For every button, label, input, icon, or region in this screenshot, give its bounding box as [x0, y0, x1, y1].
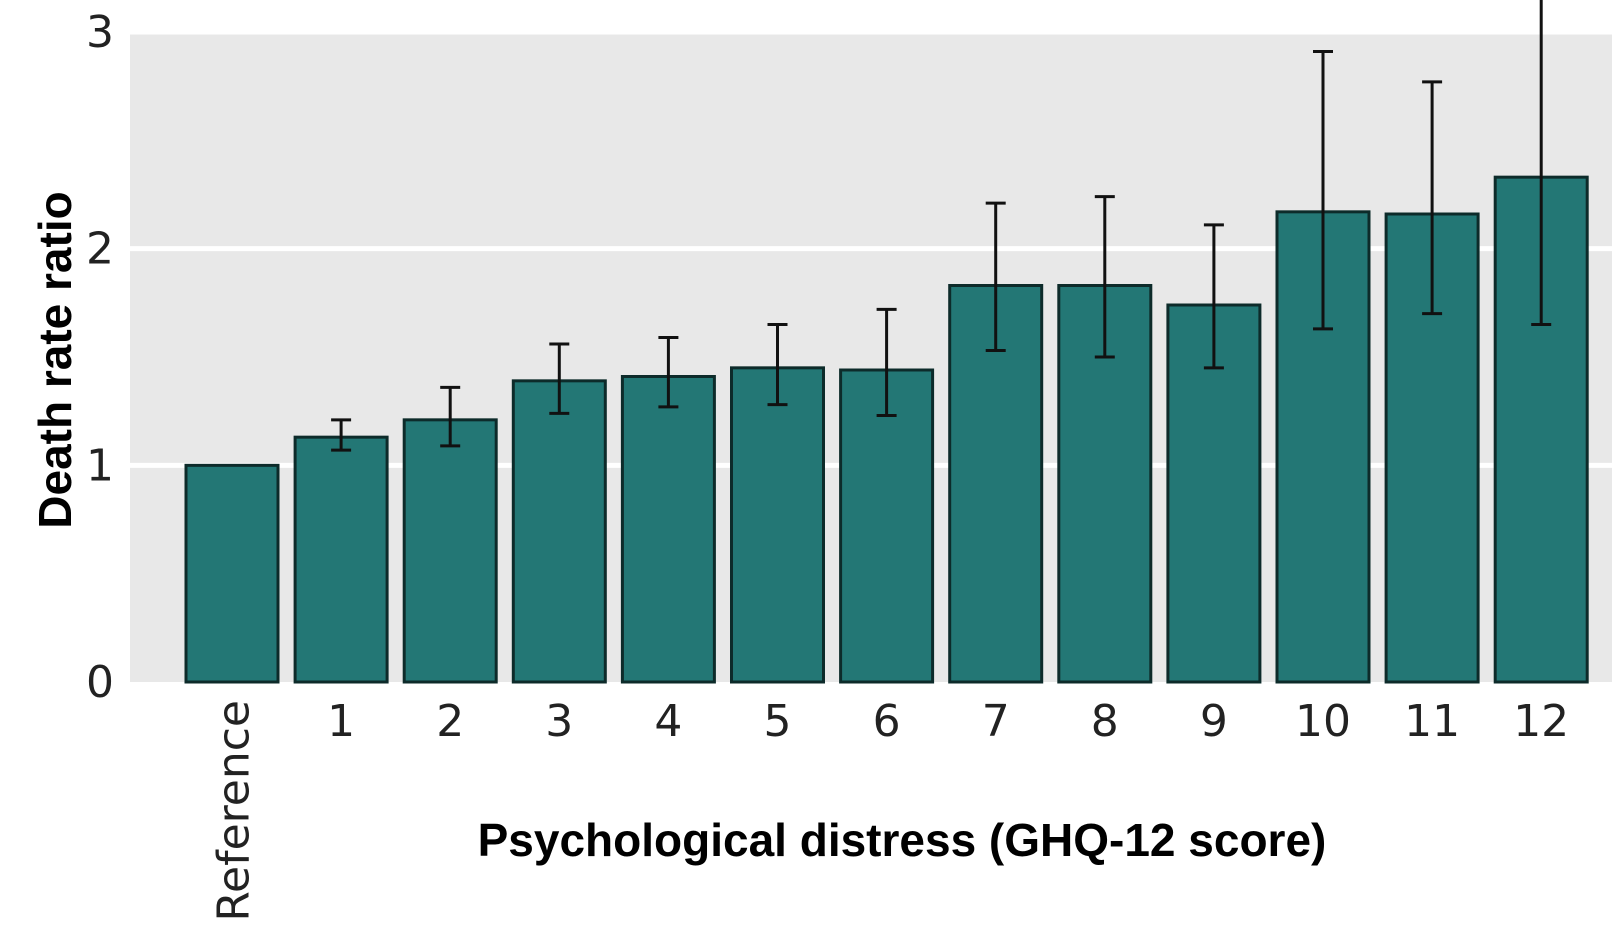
x-axis-label: Psychological distress (GHQ-12 score) [478, 814, 1327, 866]
x-tick-label: 7 [982, 696, 1010, 747]
bar [184, 463, 280, 684]
y-tick-label: 0 [86, 657, 114, 708]
y-axis-label: Death rate ratio [29, 191, 81, 528]
error-bar [767, 323, 788, 407]
y-tick-label: 2 [86, 224, 114, 275]
error-bar [549, 342, 570, 415]
error-bar [985, 201, 1006, 352]
x-tick-label: 4 [654, 696, 682, 747]
bar [620, 375, 716, 684]
error-bar [440, 385, 461, 448]
error-bar [876, 307, 897, 417]
x-tick-label: 10 [1295, 696, 1351, 747]
error-bar [658, 336, 679, 409]
x-tick-label: 1 [327, 696, 355, 747]
x-tick-label: 11 [1404, 696, 1460, 747]
error-bars [331, 0, 1552, 452]
error-bar [1094, 195, 1115, 359]
y-tick-labels: 0 1 2 3 [86, 7, 114, 708]
error-bar [1203, 223, 1224, 370]
y-tick-label: 1 [86, 440, 114, 491]
error-bar [1422, 80, 1443, 316]
error-bar [1531, 0, 1552, 326]
x-tick-label: 5 [764, 696, 792, 747]
bar [402, 418, 498, 684]
bar [730, 366, 825, 684]
x-tick-label: 12 [1513, 696, 1569, 747]
bar [293, 435, 389, 684]
x-tick-label: 2 [436, 696, 464, 747]
x-tick-label: 3 [545, 696, 573, 747]
y-tick-label: 3 [86, 7, 114, 58]
error-bar [1313, 50, 1333, 331]
error-bar [331, 418, 352, 452]
x-tick-label: Reference [209, 700, 260, 922]
bar [839, 368, 935, 684]
bar [511, 379, 607, 684]
x-tick-labels: Reference 1 2 3 4 5 6 7 8 9 10 11 12 [209, 696, 1570, 922]
x-tick-label: 8 [1091, 696, 1119, 747]
x-tick-label: 9 [1200, 696, 1228, 747]
x-tick-label: 6 [873, 696, 901, 747]
